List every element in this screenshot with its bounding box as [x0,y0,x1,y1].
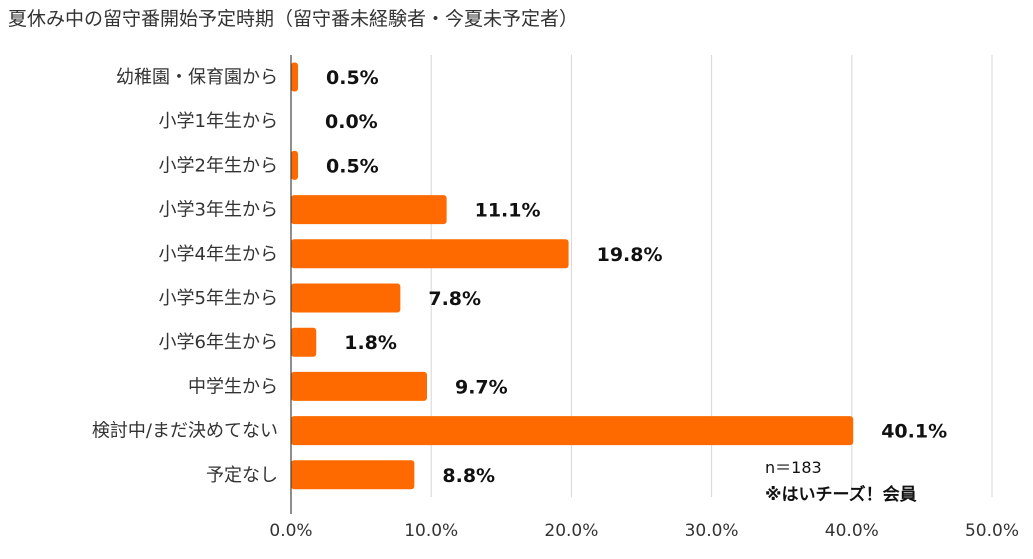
category-label: 検討中/まだ決めてない [92,421,278,442]
x-tick-label: 20.0% [544,521,598,541]
value-label: 0.5% [326,155,379,177]
bar [291,416,854,446]
value-label: 19.8% [597,244,663,266]
x-tick-label: 0.0% [269,521,312,541]
label-layer: 幼稚園・保育園から 0.5% 小学1年生から 0.0% 小学2年生から 0.5% 小学3年生… [92,67,947,487]
value-label: 7.8% [428,288,481,310]
category-label: 幼稚園・保育園から [116,67,278,88]
category-label: 小学6年生から [159,332,278,353]
value-label: 0.0% [325,111,378,133]
x-tick-label: 10.0% [404,521,458,541]
bar [291,283,401,313]
category-label: 小学3年生から [159,200,278,221]
value-label: 9.7% [455,376,508,398]
value-label: 8.8% [442,465,495,487]
tick-layer: 0.0% 10.0% 20.0% 30.0% 40.0% 50.0% [269,521,1019,541]
chart-title: 夏休み中の留守番開始予定時期（留守番未経験者・今夏未予定者） [8,8,579,30]
category-label: 小学5年生から [159,288,278,309]
bar [291,371,427,401]
category-label: 小学4年生から [159,244,278,265]
value-label: 0.5% [326,67,379,89]
category-label: 小学1年生から [159,111,278,132]
value-label: 11.1% [475,200,541,222]
x-tick-label: 40.0% [825,521,879,541]
x-tick-label: 50.0% [965,521,1019,541]
bar [291,62,299,92]
bar-layer [291,62,854,490]
value-label: 40.1% [881,421,947,443]
bar [291,195,447,225]
category-label: 中学生から [188,376,278,397]
bar [291,150,299,180]
bar [291,327,317,357]
sample-size-note: n＝183 [765,458,822,477]
bar [291,460,415,490]
category-label: 小学2年生から [159,155,278,176]
bar [291,239,569,269]
category-label: 予定なし [206,465,278,486]
value-label: 1.8% [344,332,397,354]
member-note: ※はいチーズ！会員 [765,484,917,505]
x-tick-label: 30.0% [685,521,739,541]
